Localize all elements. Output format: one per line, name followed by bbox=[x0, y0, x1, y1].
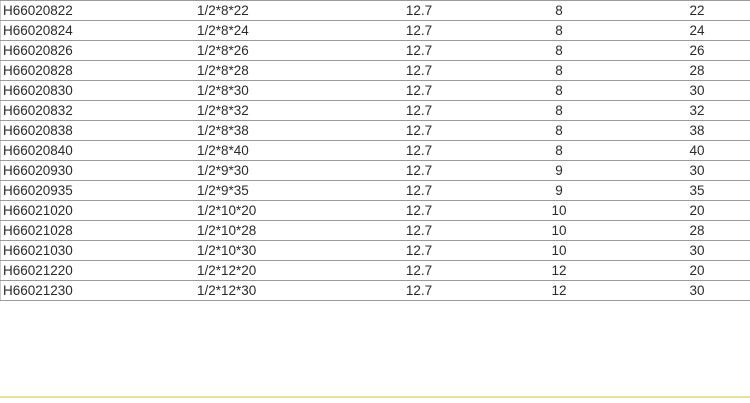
cell-product-code: H66020930 bbox=[0, 160, 195, 181]
table-row: H66020828 1/2*8*28 12.7 8 28 bbox=[0, 60, 750, 81]
cell-length-mm: 30 bbox=[629, 80, 750, 101]
cell-product-code: H66020832 bbox=[0, 100, 195, 121]
cell-diameter-mm: 12.7 bbox=[349, 100, 489, 121]
cell-product-code: H66021220 bbox=[0, 260, 195, 281]
cell-width-mm: 8 bbox=[489, 140, 629, 161]
cell-specification: 1/2*8*30 bbox=[195, 80, 349, 101]
cell-length-mm: 26 bbox=[629, 40, 750, 61]
table-row: H66020824 1/2*8*24 12.7 8 24 bbox=[0, 20, 750, 41]
cell-width-mm: 8 bbox=[489, 120, 629, 141]
table-row: H66021020 1/2*10*20 12.7 10 20 bbox=[0, 200, 750, 221]
cell-diameter-mm: 12.7 bbox=[349, 200, 489, 221]
cell-product-code: H66020826 bbox=[0, 40, 195, 61]
cell-specification: 1/2*8*26 bbox=[195, 40, 349, 61]
cell-length-mm: 30 bbox=[629, 280, 750, 301]
cell-length-mm: 32 bbox=[629, 100, 750, 121]
cell-specification: 1/2*12*20 bbox=[195, 260, 349, 281]
cell-length-mm: 20 bbox=[629, 260, 750, 281]
cell-specification: 1/2*9*35 bbox=[195, 180, 349, 201]
cell-product-code: H66020828 bbox=[0, 60, 195, 81]
cell-width-mm: 8 bbox=[489, 60, 629, 81]
bottom-divider-rule bbox=[0, 396, 750, 398]
cell-product-code: H66021020 bbox=[0, 200, 195, 221]
cell-product-code: H66020935 bbox=[0, 180, 195, 201]
cell-specification: 1/2*8*38 bbox=[195, 120, 349, 141]
cell-specification: 1/2*8*40 bbox=[195, 140, 349, 161]
cell-length-mm: 28 bbox=[629, 60, 750, 81]
cell-specification: 1/2*10*28 bbox=[195, 220, 349, 241]
cell-product-code: H66021030 bbox=[0, 240, 195, 261]
product-spec-table: H66020822 1/2*8*22 12.7 8 22 H66020824 1/2*8*2… bbox=[0, 0, 750, 301]
cell-width-mm: 10 bbox=[489, 200, 629, 221]
cell-width-mm: 12 bbox=[489, 260, 629, 281]
cell-diameter-mm: 12.7 bbox=[349, 20, 489, 41]
table-row: H66020822 1/2*8*22 12.7 8 22 bbox=[0, 0, 750, 21]
table-row: H66021230 1/2*12*30 12.7 12 30 bbox=[0, 280, 750, 301]
cell-width-mm: 9 bbox=[489, 160, 629, 181]
cell-diameter-mm: 12.7 bbox=[349, 260, 489, 281]
cell-length-mm: 24 bbox=[629, 20, 750, 41]
cell-diameter-mm: 12.7 bbox=[349, 160, 489, 181]
cell-product-code: H66021230 bbox=[0, 280, 195, 301]
cell-diameter-mm: 12.7 bbox=[349, 140, 489, 161]
table-row: H66021028 1/2*10*28 12.7 10 28 bbox=[0, 220, 750, 241]
cell-specification: 1/2*8*24 bbox=[195, 20, 349, 41]
cell-specification: 1/2*12*30 bbox=[195, 280, 349, 301]
cell-length-mm: 40 bbox=[629, 140, 750, 161]
cell-width-mm: 8 bbox=[489, 80, 629, 101]
cell-width-mm: 10 bbox=[489, 220, 629, 241]
cell-length-mm: 30 bbox=[629, 160, 750, 181]
cell-product-code: H66020838 bbox=[0, 120, 195, 141]
cell-width-mm: 12 bbox=[489, 280, 629, 301]
cell-diameter-mm: 12.7 bbox=[349, 80, 489, 101]
spec-table-container: H66020822 1/2*8*22 12.7 8 22 H66020824 1/2*8*2… bbox=[0, 0, 750, 301]
cell-length-mm: 28 bbox=[629, 220, 750, 241]
table-row: H66020838 1/2*8*38 12.7 8 38 bbox=[0, 120, 750, 141]
cell-product-code: H66020822 bbox=[0, 0, 195, 21]
cell-width-mm: 8 bbox=[489, 0, 629, 21]
cell-diameter-mm: 12.7 bbox=[349, 40, 489, 61]
cell-specification: 1/2*9*30 bbox=[195, 160, 349, 181]
cell-specification: 1/2*8*28 bbox=[195, 60, 349, 81]
cell-product-code: H66020830 bbox=[0, 80, 195, 101]
table-row: H66020830 1/2*8*30 12.7 8 30 bbox=[0, 80, 750, 101]
cell-width-mm: 8 bbox=[489, 40, 629, 61]
cell-specification: 1/2*8*32 bbox=[195, 100, 349, 121]
cell-length-mm: 22 bbox=[629, 0, 750, 21]
cell-width-mm: 10 bbox=[489, 240, 629, 261]
cell-width-mm: 8 bbox=[489, 100, 629, 121]
cell-length-mm: 38 bbox=[629, 120, 750, 141]
table-row: H66020935 1/2*9*35 12.7 9 35 bbox=[0, 180, 750, 201]
table-row: H66021220 1/2*12*20 12.7 12 20 bbox=[0, 260, 750, 281]
table-row: H66020840 1/2*8*40 12.7 8 40 bbox=[0, 140, 750, 161]
cell-length-mm: 30 bbox=[629, 240, 750, 261]
cell-specification: 1/2*10*30 bbox=[195, 240, 349, 261]
table-body: H66020822 1/2*8*22 12.7 8 22 H66020824 1/2*8*2… bbox=[0, 0, 750, 301]
cell-length-mm: 20 bbox=[629, 200, 750, 221]
cell-product-code: H66020840 bbox=[0, 140, 195, 161]
cell-width-mm: 8 bbox=[489, 20, 629, 41]
cell-specification: 1/2*8*22 bbox=[195, 0, 349, 21]
cell-diameter-mm: 12.7 bbox=[349, 220, 489, 241]
cell-product-code: H66020824 bbox=[0, 20, 195, 41]
table-row: H66021030 1/2*10*30 12.7 10 30 bbox=[0, 240, 750, 261]
cell-diameter-mm: 12.7 bbox=[349, 60, 489, 81]
cell-diameter-mm: 12.7 bbox=[349, 180, 489, 201]
cell-diameter-mm: 12.7 bbox=[349, 280, 489, 301]
cell-product-code: H66021028 bbox=[0, 220, 195, 241]
cell-diameter-mm: 12.7 bbox=[349, 120, 489, 141]
cell-width-mm: 9 bbox=[489, 180, 629, 201]
cell-length-mm: 35 bbox=[629, 180, 750, 201]
cell-diameter-mm: 12.7 bbox=[349, 0, 489, 21]
table-row: H66020930 1/2*9*30 12.7 9 30 bbox=[0, 160, 750, 181]
table-row: H66020832 1/2*8*32 12.7 8 32 bbox=[0, 100, 750, 121]
cell-specification: 1/2*10*20 bbox=[195, 200, 349, 221]
table-row: H66020826 1/2*8*26 12.7 8 26 bbox=[0, 40, 750, 61]
cell-diameter-mm: 12.7 bbox=[349, 240, 489, 261]
